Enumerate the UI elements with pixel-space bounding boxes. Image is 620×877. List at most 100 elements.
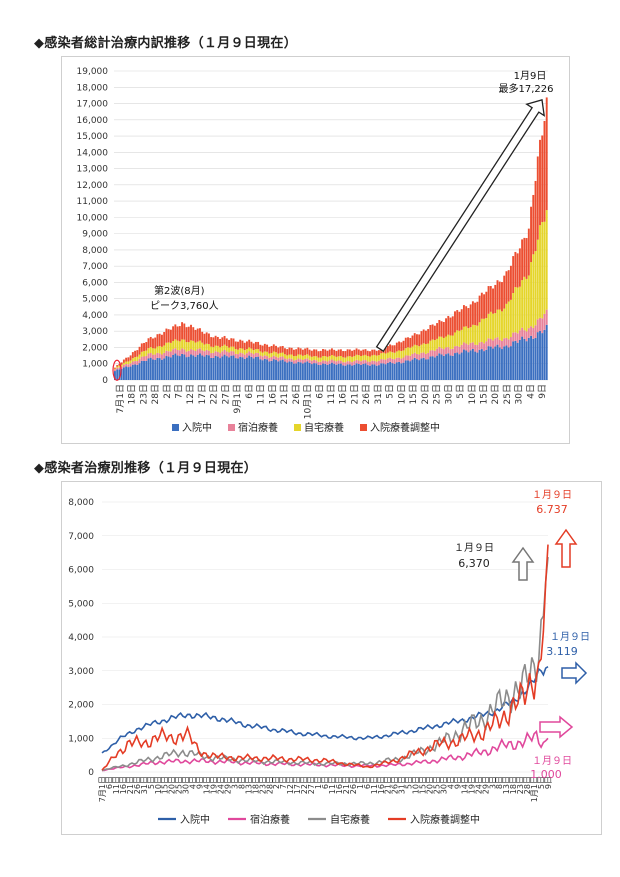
bar-segment (263, 358, 266, 380)
bar-segment (494, 313, 497, 339)
bar-segment (169, 357, 172, 380)
bar-segment (239, 356, 242, 380)
bar-segment (398, 350, 401, 358)
bar-segment (339, 355, 342, 361)
bar-segment (489, 286, 492, 312)
bar-segment (456, 352, 459, 380)
bar-segment (304, 362, 307, 380)
bar-segment (272, 344, 275, 352)
bar-segment (516, 287, 519, 334)
bar-segment (174, 339, 177, 349)
bar-segment (346, 361, 349, 365)
x-tick-label: 1日 (356, 776, 365, 789)
bar-segment (357, 363, 360, 380)
bar-segment (284, 361, 286, 380)
x-tick-label: 28日 (523, 776, 532, 794)
chart1-panel: 0 1,000 2,000 3,000 4,000 5,000 6,000 7,000 8,00… (61, 56, 570, 444)
bar-segment (286, 359, 289, 363)
bar-segment (467, 344, 470, 353)
x-tick-label: 15日 (478, 384, 489, 404)
bar-segment (152, 354, 154, 360)
bar-segment (156, 334, 159, 347)
x-tick-label: 9日 (453, 776, 462, 789)
bar-segment (462, 326, 465, 343)
bar-segment (331, 359, 333, 363)
bar-segment (458, 346, 461, 355)
bar-segment (219, 353, 222, 359)
bar-segment (228, 352, 230, 358)
bar-segment (501, 340, 503, 350)
y-tick-label: 7,000 (82, 262, 108, 272)
bar-segment (509, 265, 512, 300)
x-tick-label: 18日 (127, 384, 138, 404)
bar-segment (353, 356, 356, 362)
bar-segment (192, 355, 195, 380)
bar-segment (492, 288, 494, 314)
bar-segment (353, 364, 356, 380)
y-tick-label: 1,000 (68, 734, 94, 744)
bar-segment (266, 351, 269, 357)
up-arrow-icon (511, 546, 535, 581)
bar-segment (290, 354, 293, 359)
bar-segment (324, 360, 327, 364)
y-tick-label: 12,000 (77, 181, 109, 191)
bar-segment (317, 364, 320, 380)
bar-segment (474, 344, 477, 352)
bar-segment (270, 357, 273, 361)
bar-segment (210, 337, 213, 347)
bar-segment (310, 360, 313, 365)
bar-segment (362, 363, 365, 380)
bar-segment (163, 352, 166, 359)
annotation-value: 3.119 (546, 645, 578, 658)
bar-segment (270, 360, 273, 380)
bar-segment (456, 345, 459, 353)
bar-segment (281, 356, 284, 360)
x-tick-label: 8日 (495, 776, 504, 789)
bar-segment (254, 352, 257, 357)
bar-segment (165, 328, 168, 343)
bar-segment (134, 350, 137, 358)
x-tick-label: 16日 (335, 776, 344, 794)
bar-segment (427, 329, 430, 344)
bar-segment (127, 357, 130, 362)
bar-segment (518, 339, 521, 380)
bar-segment (483, 351, 486, 380)
bar-segment (369, 351, 371, 357)
bar-segment (364, 354, 367, 361)
bar-segment (149, 336, 152, 348)
bar-segment (355, 363, 358, 380)
bar-segment (505, 345, 508, 380)
bar-segment (512, 293, 515, 333)
x-tick-label: 6日 (314, 384, 325, 399)
x-tick-label: 1月1日 (530, 776, 539, 802)
bar-segment (436, 348, 439, 356)
x-tick-label: 26日 (391, 776, 400, 794)
bar-segment (158, 333, 161, 346)
bar-segment (355, 354, 358, 360)
bar-segment (205, 349, 208, 355)
bar-segment (346, 364, 349, 380)
bar-segment (297, 354, 300, 359)
bar-segment (248, 351, 251, 356)
bar-segment (467, 328, 470, 345)
bar-segment (469, 327, 472, 343)
bar-segment (136, 350, 139, 357)
bar-segment (389, 361, 392, 380)
bar-segment (114, 368, 116, 370)
bar-segment (295, 363, 298, 380)
x-tick-label: 26日 (291, 384, 302, 404)
y-tick-label: 8,000 (68, 498, 94, 508)
annotation-date: １月９日 (550, 631, 590, 643)
bar-segment (411, 353, 414, 360)
bar-segment (207, 350, 210, 356)
bar-segment (424, 359, 427, 380)
bar-segment (250, 356, 253, 380)
bar-segment (474, 302, 477, 326)
x-tick-label: 9月1日 (232, 384, 243, 413)
bar-segment (194, 356, 197, 380)
bar-segment (512, 256, 515, 294)
bar-segment (449, 335, 452, 350)
bar-segment (120, 368, 123, 380)
bar-segment (527, 337, 530, 380)
bar-segment (404, 360, 407, 380)
